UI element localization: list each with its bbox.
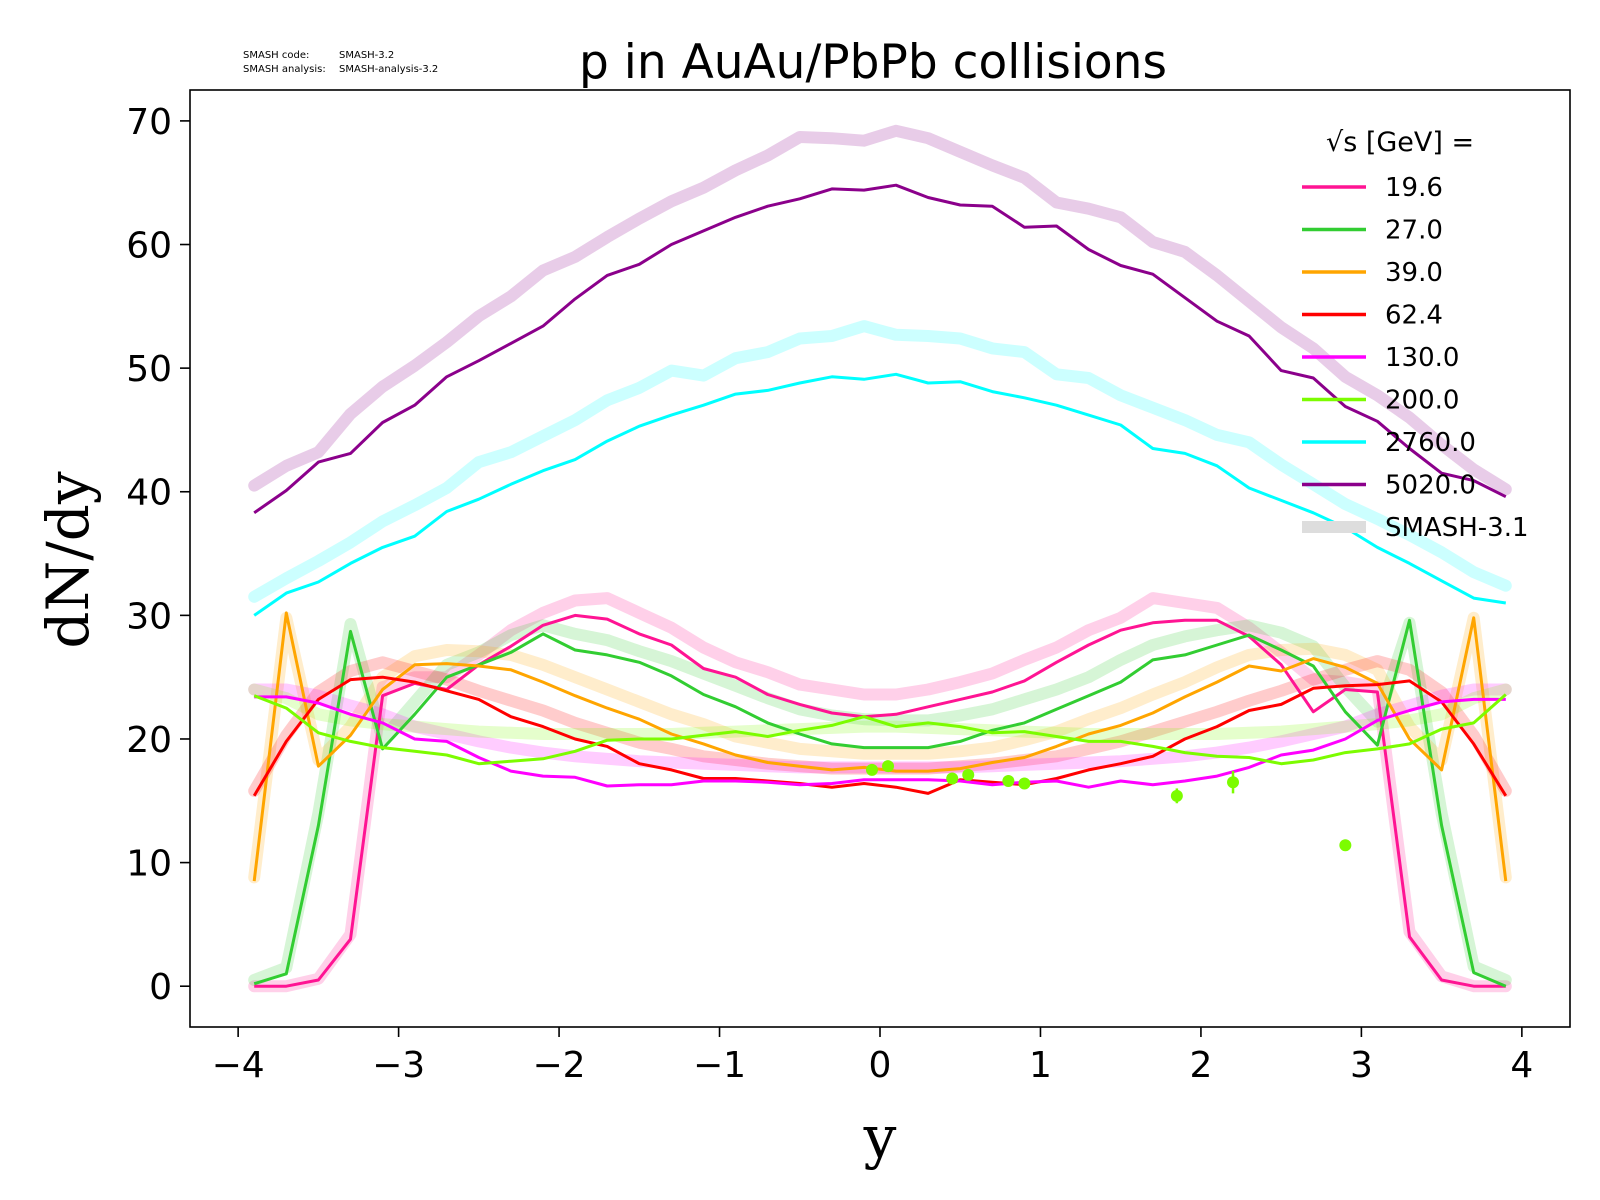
legend-items: 19.6 27.0 39.0 62.4 130.0 200.0 2760.0 5020.0 SM… <box>1302 173 1529 543</box>
smash-code-value: SMASH-3.2 <box>339 50 394 61</box>
series-line-200.0 <box>253 693 1507 766</box>
legend-item-39.0: 39.0 <box>1302 258 1443 288</box>
y-tick: 50 <box>126 349 190 390</box>
data-point-marker <box>1339 839 1352 852</box>
data-point <box>962 768 975 781</box>
legend-title: √s [GeV] = <box>1326 127 1474 158</box>
y-tick-label: 0 <box>149 967 172 1008</box>
x-tick-label: 3 <box>1350 1045 1373 1086</box>
chart-title: p in AuAu/PbPb collisions <box>579 35 1167 90</box>
smash-analysis-label: SMASH analysis: <box>243 64 326 75</box>
data-point-marker <box>1170 789 1183 802</box>
data-point-marker <box>946 772 959 785</box>
data-point <box>1002 775 1015 788</box>
y-axis: 0 10 20 30 40 50 60 70 <box>126 102 190 1008</box>
data-point <box>882 760 895 773</box>
y-tick-label: 30 <box>126 596 172 637</box>
legend: √s [GeV] = 19.6 27.0 39.0 62.4 130.0 200.0 276… <box>1302 127 1529 543</box>
x-tick-label: 0 <box>869 1045 892 1086</box>
legend-item-reference: SMASH-3.1 <box>1302 513 1529 543</box>
y-tick: 0 <box>149 967 190 1008</box>
legend-label: 27.0 <box>1385 216 1443 246</box>
smash-analysis-value: SMASH-analysis-3.2 <box>339 64 438 75</box>
x-tick: 3 <box>1350 1027 1373 1086</box>
x-tick: 1 <box>1029 1027 1052 1086</box>
legend-label: 5020.0 <box>1385 471 1476 501</box>
legend-label-reference: SMASH-3.1 <box>1385 513 1529 543</box>
y-tick-label: 40 <box>126 473 172 514</box>
series-line-39.0 <box>252 611 1508 882</box>
ref-line-130.0 <box>248 683 1512 774</box>
series-line-130.0 <box>254 695 1506 789</box>
plot-area <box>248 124 1512 993</box>
y-tick-label: 10 <box>126 844 172 885</box>
y-tick: 40 <box>126 473 190 514</box>
data-point <box>1018 777 1031 790</box>
x-tick-label: −3 <box>372 1045 425 1086</box>
x-axis: −4 −3 −2 −1 0 1 2 3 4 <box>212 1027 1533 1086</box>
legend-label: 62.4 <box>1385 301 1443 331</box>
data-point <box>1227 771 1240 794</box>
legend-label: 39.0 <box>1385 258 1443 288</box>
series-line-62.4 <box>252 675 1508 797</box>
smash-code-label: SMASH code: <box>243 50 309 61</box>
legend-label: 19.6 <box>1385 173 1443 203</box>
data-point-marker <box>1002 775 1015 788</box>
y-axis-label: dN/dy <box>34 471 102 649</box>
ref-line-2760.0 <box>248 320 1512 603</box>
data-point <box>1339 839 1352 852</box>
x-tick-label: 4 <box>1510 1045 1533 1086</box>
x-axis-label: y <box>863 1103 897 1171</box>
data-point-marker <box>865 763 878 776</box>
y-tick-label: 60 <box>126 226 172 267</box>
data-point <box>865 763 878 776</box>
legend-label: 2760.0 <box>1385 428 1476 458</box>
series-line-27.0 <box>253 618 1507 988</box>
legend-item-130.0: 130.0 <box>1302 343 1459 373</box>
data-point-marker <box>962 768 975 781</box>
legend-item-200.0: 200.0 <box>1302 386 1459 416</box>
ref-line-5020.0 <box>248 124 1512 496</box>
legend-item-27.0: 27.0 <box>1302 216 1443 246</box>
x-tick: −3 <box>372 1027 425 1086</box>
x-tick-label: −4 <box>212 1045 265 1086</box>
x-tick-label: 1 <box>1029 1045 1052 1086</box>
series-line-2760.0 <box>253 372 1507 617</box>
y-tick-label: 20 <box>126 720 172 761</box>
x-tick: −2 <box>533 1027 586 1086</box>
x-tick: −4 <box>212 1027 265 1086</box>
legend-label: 200.0 <box>1385 386 1459 416</box>
data-point <box>1170 788 1183 804</box>
x-tick-label: −2 <box>533 1045 586 1086</box>
data-point-marker <box>1018 777 1031 790</box>
x-tick: 2 <box>1189 1027 1212 1086</box>
data-point-marker <box>882 760 895 773</box>
legend-item-62.4: 62.4 <box>1302 301 1443 331</box>
legend-item-5020.0: 5020.0 <box>1302 471 1476 501</box>
x-tick: 4 <box>1510 1027 1533 1086</box>
legend-item-2760.0: 2760.0 <box>1302 428 1476 458</box>
x-tick-label: −1 <box>693 1045 746 1086</box>
y-tick: 30 <box>126 596 190 637</box>
ref-line-200.0 <box>248 683 1512 740</box>
y-tick: 60 <box>126 226 190 267</box>
y-tick: 20 <box>126 720 190 761</box>
series-line-5020.0 <box>253 183 1507 515</box>
y-tick: 70 <box>126 102 190 143</box>
legend-label: 130.0 <box>1385 343 1459 373</box>
x-tick: −1 <box>693 1027 746 1086</box>
x-tick-label: 2 <box>1189 1045 1212 1086</box>
y-tick: 10 <box>126 844 190 885</box>
x-tick: 0 <box>869 1027 892 1086</box>
legend-title-text: √s [GeV] = <box>1326 127 1474 158</box>
ref-line-27.0 <box>248 616 1512 986</box>
y-tick-label: 50 <box>126 349 172 390</box>
y-tick-label: 70 <box>126 102 172 143</box>
legend-item-19.6: 19.6 <box>1302 173 1443 203</box>
ref-line-39.0 <box>248 611 1512 884</box>
data-point <box>946 772 959 785</box>
data-point-marker <box>1227 776 1240 789</box>
series-line-19.6 <box>254 613 1506 988</box>
